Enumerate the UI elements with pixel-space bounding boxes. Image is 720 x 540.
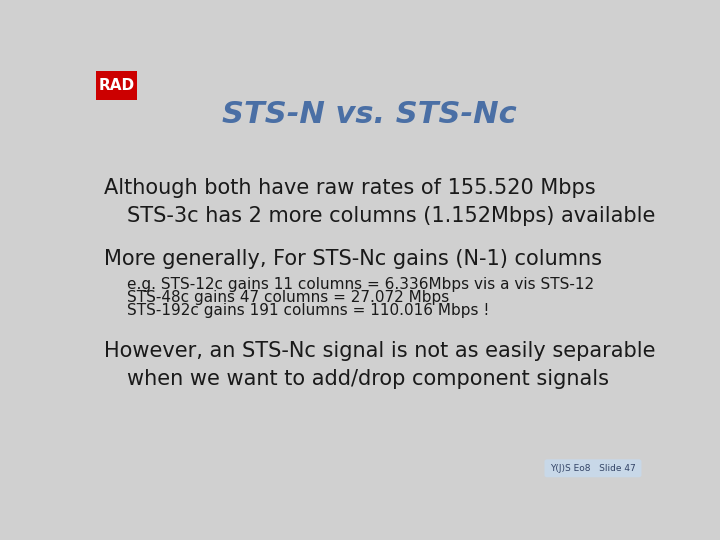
- Text: STS-N vs. STS-Nc: STS-N vs. STS-Nc: [222, 100, 516, 130]
- Text: More generally, For STS-Nc gains (N-1) columns: More generally, For STS-Nc gains (N-1) c…: [104, 249, 602, 269]
- Text: STS-48c gains 47 columns = 27.072 Mbps: STS-48c gains 47 columns = 27.072 Mbps: [127, 290, 449, 305]
- Text: Y(J)S Eo8   Slide 47: Y(J)S Eo8 Slide 47: [550, 464, 636, 473]
- FancyBboxPatch shape: [544, 460, 642, 477]
- Text: RAD: RAD: [99, 78, 135, 93]
- Text: However, an STS-Nc signal is not as easily separable: However, an STS-Nc signal is not as easi…: [104, 341, 655, 361]
- Text: Although both have raw rates of 155.520 Mbps: Although both have raw rates of 155.520 …: [104, 178, 595, 198]
- Text: e.g. STS-12c gains 11 columns = 6.336Mbps vis a vis STS-12: e.g. STS-12c gains 11 columns = 6.336Mbp…: [127, 276, 594, 292]
- FancyBboxPatch shape: [96, 71, 137, 100]
- Text: when we want to add/drop component signals: when we want to add/drop component signa…: [127, 369, 609, 389]
- Text: STS-3c has 2 more columns (1.152Mbps) available: STS-3c has 2 more columns (1.152Mbps) av…: [127, 206, 656, 226]
- Text: STS-192c gains 191 columns = 110.016 Mbps !: STS-192c gains 191 columns = 110.016 Mbp…: [127, 303, 490, 318]
